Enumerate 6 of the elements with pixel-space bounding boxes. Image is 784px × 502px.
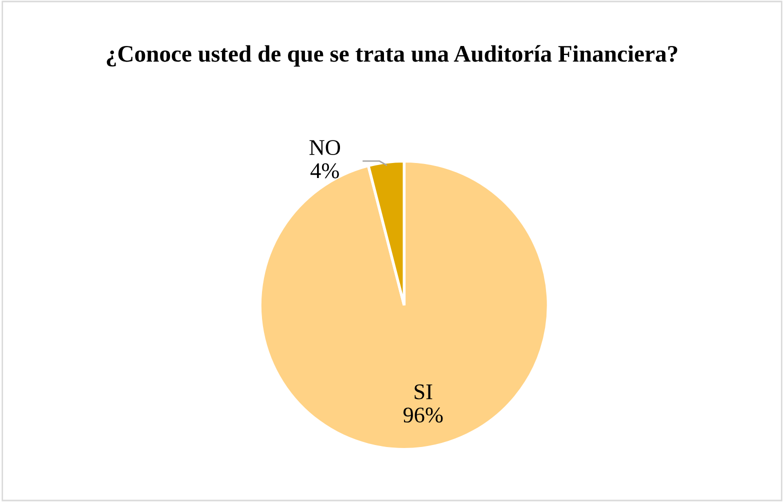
slice-label: NO (309, 140, 340, 156)
data-label: 4% (310, 163, 339, 178)
slice-label: SI (414, 384, 432, 400)
chart-title: ¿Conoce usted de que se trata una Auditoría Financiera? (106, 45, 678, 67)
data-label: 96% (403, 408, 443, 423)
pie-slice (258, 160, 550, 451)
